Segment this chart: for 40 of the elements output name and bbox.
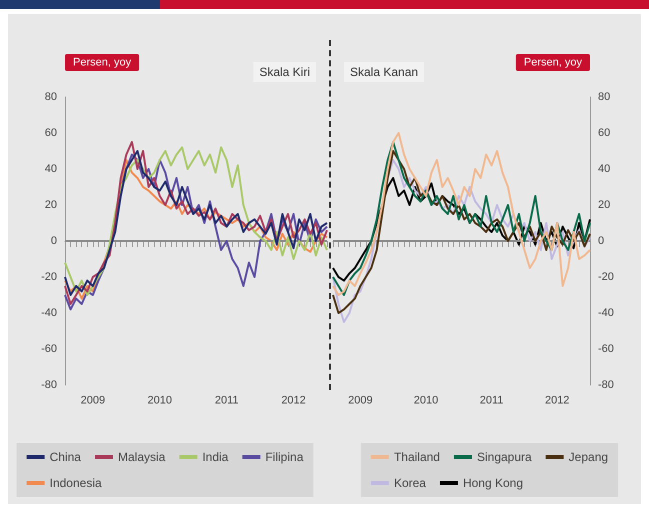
y-tick-label: 60 <box>598 127 610 139</box>
y-tick-label: -80 <box>41 379 57 391</box>
y-axis-title: Persen, yoy <box>73 56 132 68</box>
y-tick-label: 40 <box>44 163 57 175</box>
y-tick-label: -40 <box>41 307 57 319</box>
y-tick-label: -40 <box>598 307 614 319</box>
legend-label: Indonesia <box>50 476 102 490</box>
y-tick-label: 40 <box>598 163 610 175</box>
x-tick-label: 2009 <box>348 394 373 406</box>
y-tick-label: -60 <box>598 343 614 355</box>
y-tick-label: 0 <box>598 235 604 247</box>
legend-label: Filipina <box>265 450 304 464</box>
legend-label: Hong Kong <box>462 476 524 490</box>
y-tick-label: -80 <box>598 379 614 391</box>
y-tick-label: 0 <box>50 235 57 247</box>
y-axis-title: Persen, yoy <box>524 56 582 68</box>
x-tick-label: 2010 <box>414 394 438 406</box>
x-tick-label: 2012 <box>544 394 570 406</box>
x-tick-label: 2011 <box>480 394 504 406</box>
chart-subtitle: Skala Kanan <box>350 65 418 79</box>
x-tick-label: 2012 <box>281 394 306 406</box>
y-tick-label: -20 <box>41 271 57 283</box>
y-tick-label: 60 <box>44 127 57 139</box>
legend-label: Korea <box>394 476 426 490</box>
y-tick-label: 80 <box>598 91 610 103</box>
y-tick-label: -60 <box>41 343 57 355</box>
chart-subtitle: Skala Kiri <box>259 65 310 79</box>
legend-label: Malaysia <box>118 450 166 464</box>
x-tick-label: 2011 <box>214 394 238 406</box>
x-tick-label: 2010 <box>148 394 172 406</box>
x-tick-label: 2009 <box>80 394 106 406</box>
legend-label: China <box>50 450 82 464</box>
y-tick-label: 20 <box>598 199 610 211</box>
legend-label: India <box>202 450 229 464</box>
legend-label: Jepang <box>568 450 608 464</box>
legend-label: Singapura <box>476 450 532 464</box>
legend-label: Thailand <box>394 450 440 464</box>
y-tick-label: 80 <box>44 91 57 103</box>
y-tick-label: -20 <box>598 271 614 283</box>
y-tick-label: 20 <box>44 199 57 211</box>
